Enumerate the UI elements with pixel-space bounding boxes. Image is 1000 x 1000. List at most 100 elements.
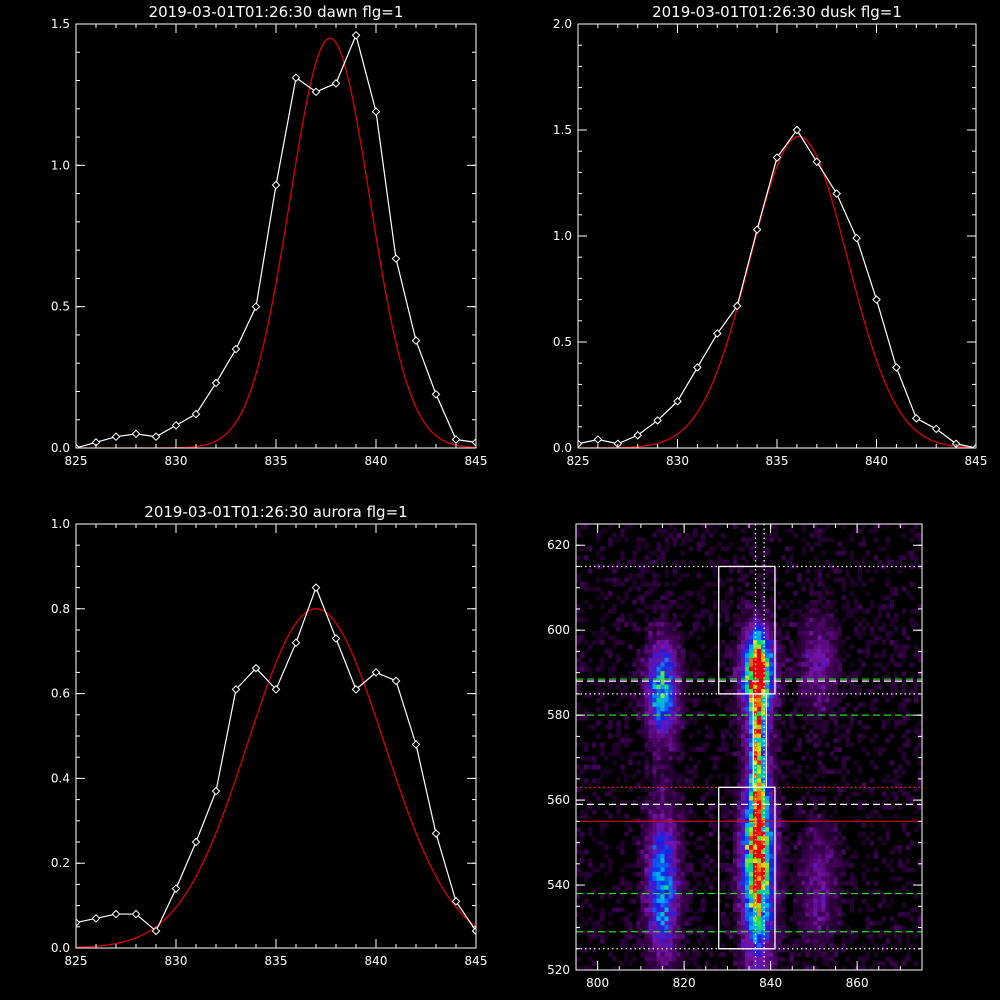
data-point bbox=[471, 438, 476, 447]
data-point bbox=[578, 439, 583, 448]
plot-area bbox=[76, 583, 476, 948]
chart-title: 2019-03-01T01:26:30 dusk flg=1 bbox=[652, 3, 902, 21]
plot-frame bbox=[577, 23, 977, 449]
data-point bbox=[411, 336, 421, 345]
region-box-3 bbox=[752, 693, 767, 789]
y-tick-label: 0.5 bbox=[553, 335, 572, 349]
data-point bbox=[391, 254, 401, 263]
data-point bbox=[111, 909, 121, 919]
x-tick-label: 800 bbox=[586, 976, 609, 990]
data-point bbox=[792, 125, 802, 135]
y-tick-label: 540 bbox=[547, 878, 570, 892]
plot-frame bbox=[75, 23, 477, 449]
data-line bbox=[76, 33, 476, 448]
data-point bbox=[391, 676, 401, 686]
data-point bbox=[171, 421, 181, 430]
data-point bbox=[231, 344, 241, 354]
plot-area bbox=[576, 524, 922, 970]
x-tick-label: 845 bbox=[465, 954, 488, 968]
region-box-2 bbox=[718, 786, 776, 950]
data-point bbox=[191, 837, 201, 847]
data-point bbox=[191, 409, 201, 419]
data-point bbox=[171, 884, 181, 893]
data-point bbox=[91, 914, 101, 923]
chart-panel-3: 825 830 835 840 845 0.0 0.2 0.4 0.6 0.8 1.0 2019-03… bbox=[51, 503, 488, 968]
data-point bbox=[151, 432, 161, 442]
data-point bbox=[693, 363, 702, 372]
chart-title: 2019-03-01T01:26:30 dawn flg=1 bbox=[149, 3, 404, 21]
x-tick-label: 835 bbox=[766, 454, 789, 468]
plot-area bbox=[76, 30, 476, 448]
data-point bbox=[251, 663, 261, 673]
fit-curve bbox=[578, 135, 976, 448]
data-point bbox=[231, 685, 241, 694]
data-point bbox=[371, 668, 381, 677]
data-point bbox=[311, 87, 321, 97]
data-point bbox=[251, 302, 261, 311]
data-point bbox=[311, 583, 321, 592]
data-point bbox=[971, 443, 976, 448]
y-tick-label: 0.0 bbox=[51, 441, 70, 455]
data-line bbox=[76, 585, 476, 933]
x-tick-label: 845 bbox=[465, 454, 488, 468]
data-point bbox=[752, 225, 762, 234]
y-tick-label: 0.0 bbox=[51, 941, 70, 955]
region-box-1 bbox=[718, 565, 776, 695]
y-tick-label: 1.0 bbox=[553, 229, 572, 243]
data-point bbox=[673, 397, 682, 406]
y-tick-label: 1.5 bbox=[553, 123, 572, 137]
x-tick-label: 830 bbox=[666, 454, 689, 468]
data-line bbox=[578, 128, 976, 448]
data-point bbox=[892, 363, 901, 372]
data-point bbox=[593, 435, 603, 444]
data-point bbox=[131, 429, 141, 439]
data-point bbox=[633, 430, 643, 440]
x-tick-label: 840 bbox=[365, 954, 388, 968]
y-tick-label: 1.0 bbox=[51, 517, 70, 531]
data-point bbox=[732, 301, 742, 311]
x-tick-label: 820 bbox=[673, 976, 696, 990]
x-tick-label: 830 bbox=[165, 454, 188, 468]
y-tick-label: 0.8 bbox=[51, 602, 70, 616]
data-point bbox=[76, 443, 81, 448]
y-tick-label: 580 bbox=[547, 708, 570, 722]
data-point bbox=[371, 107, 381, 116]
data-point bbox=[331, 634, 341, 643]
data-point bbox=[911, 414, 921, 423]
x-tick-label: 830 bbox=[165, 954, 188, 968]
fit-curve bbox=[76, 37, 476, 448]
y-tick-label: 1.0 bbox=[51, 158, 70, 172]
data-point bbox=[291, 73, 301, 83]
data-point bbox=[111, 432, 121, 442]
x-tick-label: 860 bbox=[846, 976, 869, 990]
data-point bbox=[291, 638, 301, 648]
x-tick-label: 835 bbox=[265, 454, 288, 468]
data-point bbox=[411, 740, 421, 749]
data-point bbox=[351, 30, 361, 40]
x-tick-label: 825 bbox=[567, 454, 590, 468]
data-point bbox=[931, 424, 941, 434]
data-point bbox=[351, 685, 361, 694]
data-point bbox=[211, 378, 221, 388]
data-point bbox=[712, 329, 722, 338]
chart-panel-2: 825 830 835 840 845 0.0 0.5 1.0 1.5 2.0 2019-03-01… bbox=[553, 3, 988, 468]
x-tick-label: 840 bbox=[759, 976, 782, 990]
y-tick-label: 0.5 bbox=[51, 300, 70, 314]
data-point bbox=[211, 786, 221, 796]
data-point bbox=[431, 829, 441, 838]
data-point bbox=[451, 897, 461, 906]
data-point bbox=[471, 926, 476, 936]
data-point bbox=[451, 435, 461, 444]
x-tick-label: 825 bbox=[65, 954, 88, 968]
plot-frame bbox=[75, 523, 477, 949]
x-tick-label: 845 bbox=[965, 454, 988, 468]
y-tick-label: 620 bbox=[547, 538, 570, 552]
y-tick-label: 0.6 bbox=[51, 687, 70, 701]
x-tick-label: 840 bbox=[865, 454, 888, 468]
heatmap-cells bbox=[576, 524, 922, 970]
plot-area bbox=[578, 125, 976, 448]
y-tick-label: 560 bbox=[547, 793, 570, 807]
y-tick-label: 2.0 bbox=[553, 17, 572, 31]
y-tick-label: 0.4 bbox=[51, 771, 70, 785]
